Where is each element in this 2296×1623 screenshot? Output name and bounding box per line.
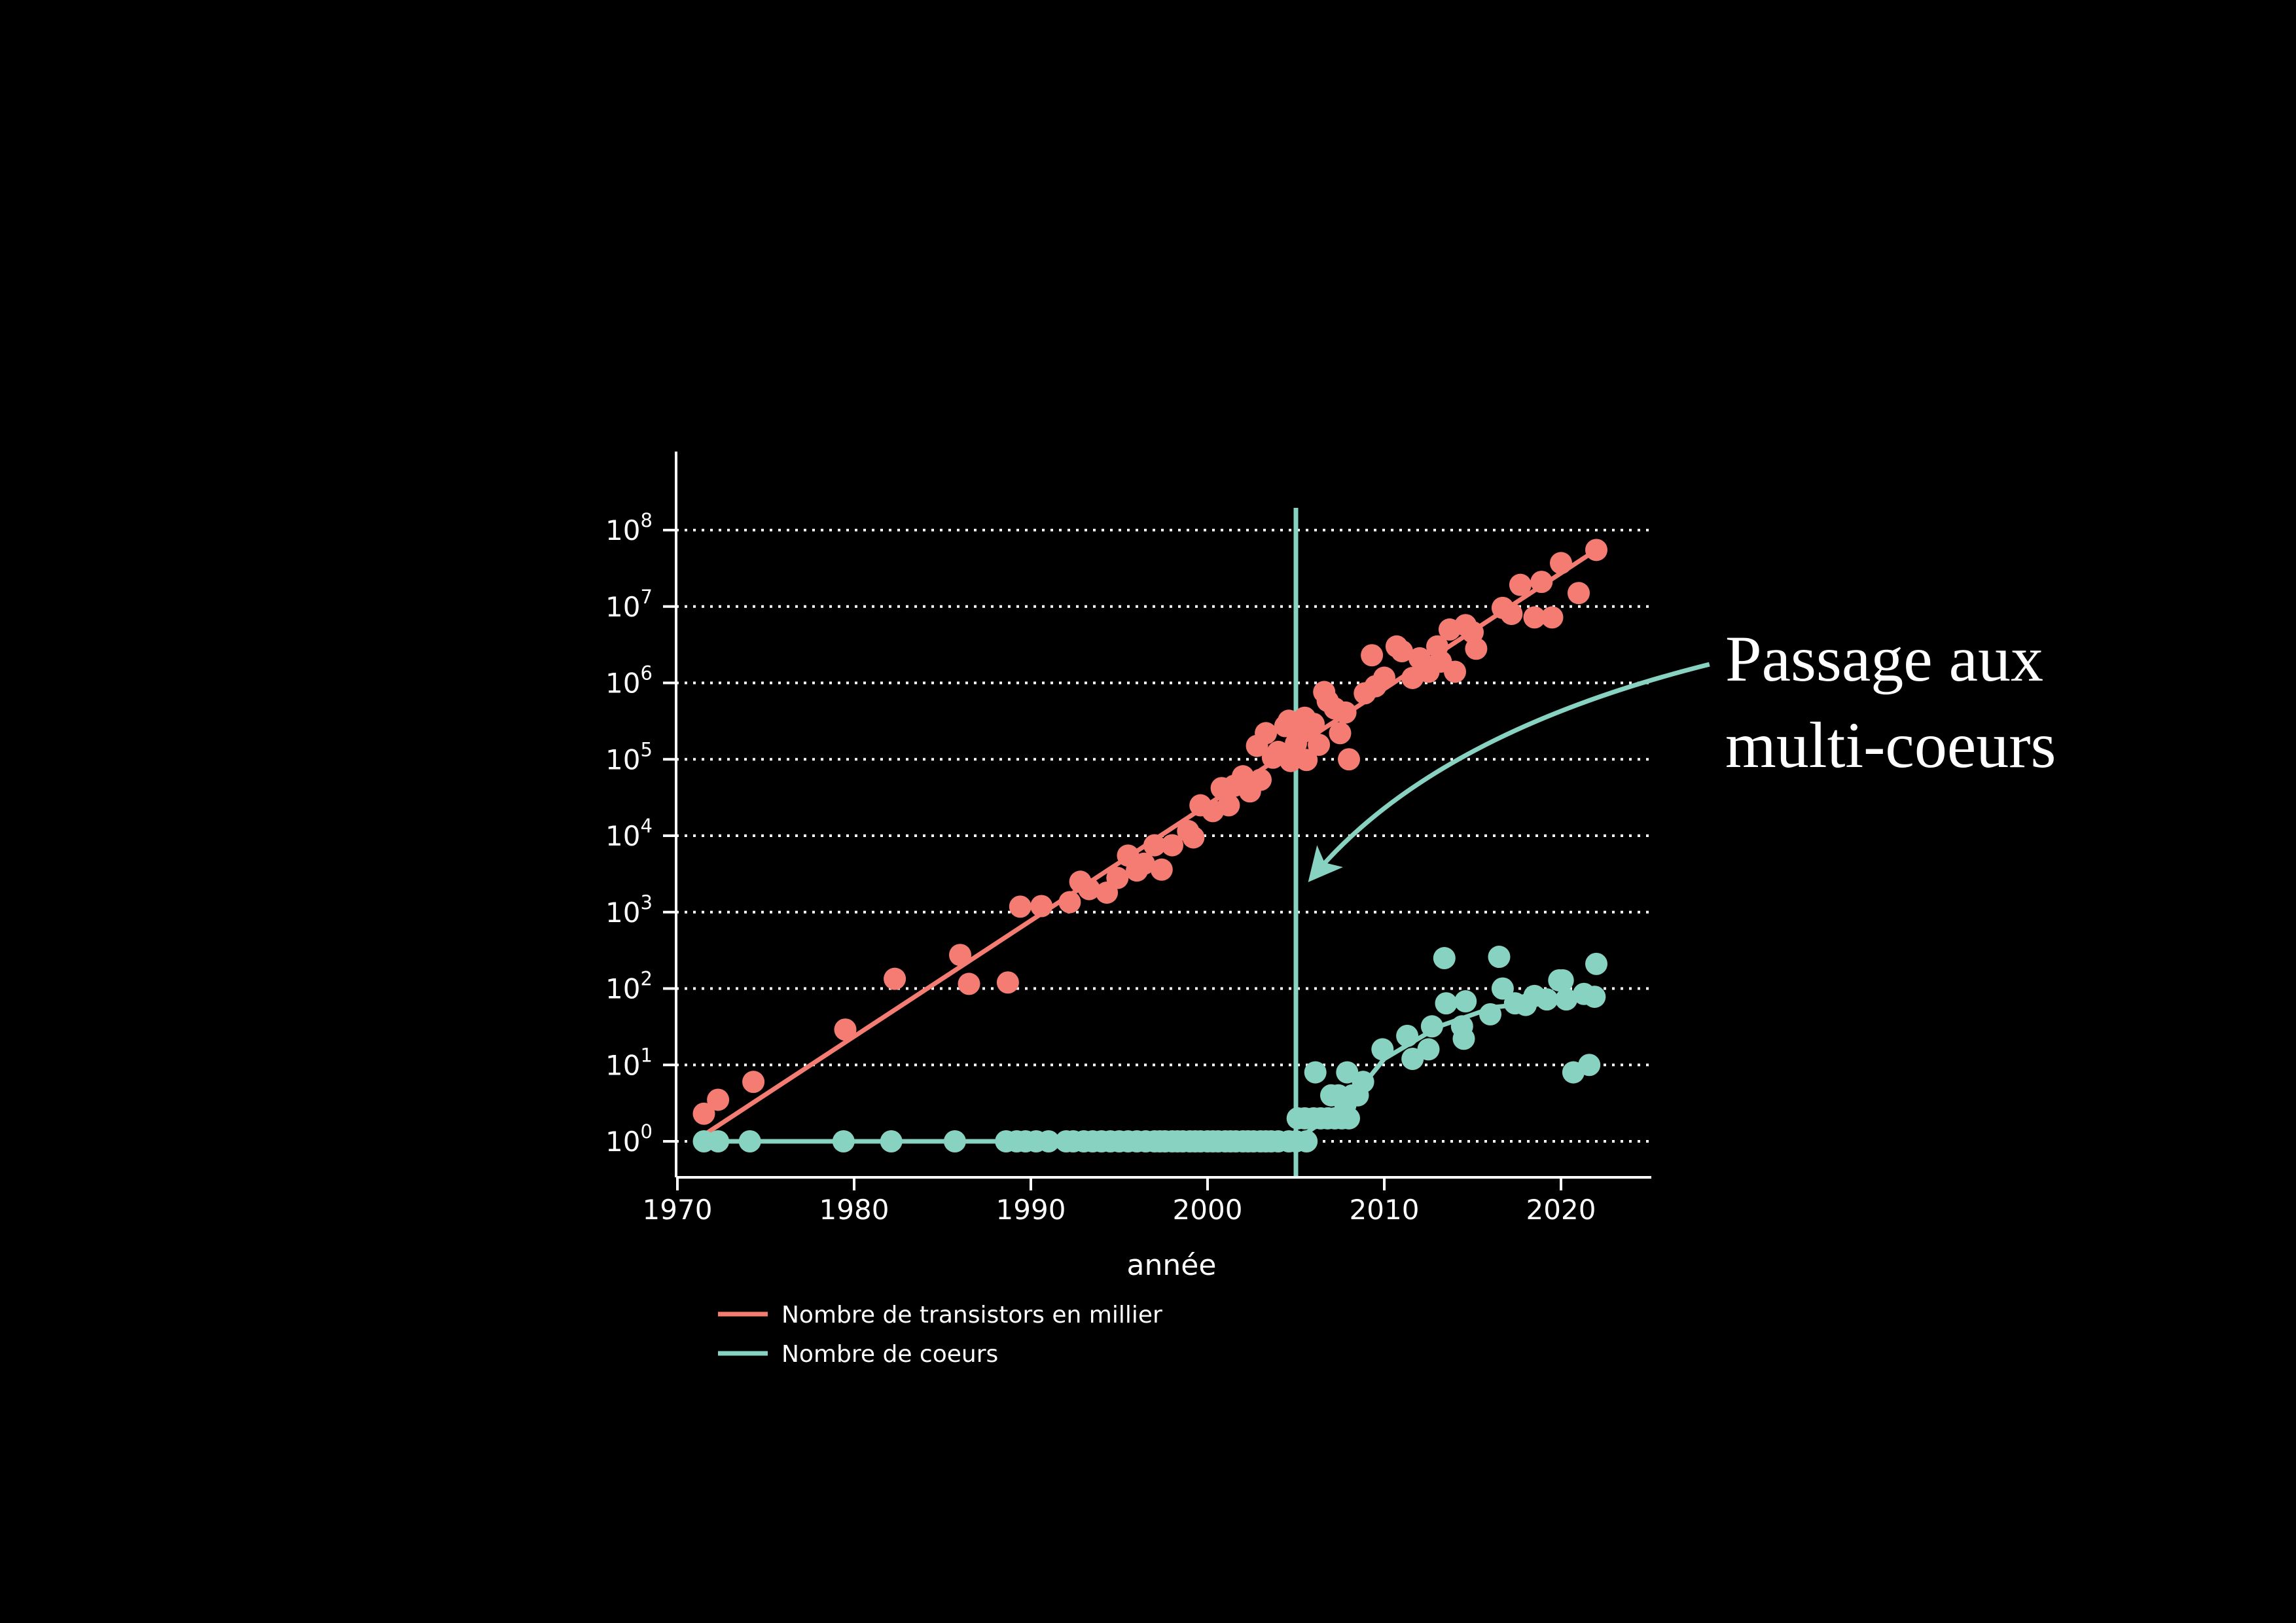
data-point-transistors [1249,768,1272,791]
data-point-transistors [707,1088,730,1111]
data-point-cores [1583,986,1606,1008]
data-point-transistors [1550,552,1572,575]
data-point-cores [880,1130,903,1152]
data-point-transistors [1500,603,1523,626]
data-point-transistors [1009,895,1031,918]
data-point-transistors [1132,852,1155,875]
data-point-cores [1535,988,1558,1011]
data-point-cores [707,1130,730,1152]
y-tick-label-10e0: 100 [605,1120,653,1158]
x-axis-label: année [1127,1249,1217,1282]
data-point-transistors [1444,660,1466,683]
data-point-transistors [1523,606,1546,629]
data-point-transistors [1150,858,1173,881]
data-point-cores [1578,1054,1601,1077]
y-tick-label-10e3: 103 [605,891,653,929]
data-point-transistors [996,971,1019,994]
data-point-cores [1479,1003,1501,1026]
data-point-transistors [1161,834,1183,857]
annotation-line-2: multi-coeurs [1725,709,2056,781]
y-tick-label-10e2: 102 [605,968,653,1005]
axes [663,452,1651,1190]
data-point-cores [832,1130,855,1152]
data-point-cores [1435,992,1458,1015]
data-point-cores [1295,1130,1318,1152]
data-point-transistors [1509,573,1532,596]
data-point-transistors [1308,734,1331,757]
data-point-cores [1452,1027,1475,1050]
data-point-cores [1433,947,1456,970]
data-point-cores [1417,1038,1440,1061]
y-tick-labels: 100 101 102 103 104 105 106 107 108 [605,509,653,1158]
x-tick-label-1990: 1990 [996,1194,1066,1226]
data-point-transistors [692,1102,715,1125]
data-point-transistors [1338,748,1360,771]
legend-label-cores: Nombre de coeurs [781,1341,998,1368]
y-tick-label-10e5: 105 [605,738,653,776]
data-point-transistors [1465,637,1488,660]
data-point-transistors [1106,866,1129,889]
data-point-cores [1371,1038,1394,1061]
data-point-transistors [1255,722,1278,745]
data-point-transistors [1217,794,1240,817]
data-point-transistors [1334,701,1357,724]
data-point-transistors [1530,571,1553,594]
data-point-cores [1352,1071,1374,1094]
data-point-cores [1491,977,1514,1000]
data-point-transistors [1373,666,1395,689]
data-point-transistors [1568,582,1590,605]
legend: Nombre de transistors en millier Nombre … [718,1302,1162,1368]
data-point-transistors [1058,891,1081,914]
data-point-transistors [1585,539,1607,562]
data-point-transistors [1391,640,1413,663]
annotation-arrow-path [1308,662,1710,882]
data-point-transistors [1295,749,1318,772]
data-point-cores [1585,952,1607,975]
data-point-cores [1555,988,1578,1011]
data-point-cores [1551,969,1574,991]
data-point-transistors [1078,878,1101,901]
data-point-transistors [742,1071,765,1094]
data-point-cores [1396,1024,1419,1047]
annotation-arrow [1308,662,1710,882]
data-point-transistors [949,944,971,967]
x-tick-label-1970: 1970 [643,1194,713,1226]
data-point-transistors [1541,606,1564,629]
x-tick-labels: 1970 1980 1990 2000 2010 2020 [643,1194,1596,1226]
x-tick-label-2000: 2000 [1173,1194,1243,1226]
data-point-transistors [958,972,980,995]
data-point-transistors [1143,834,1166,857]
y-tick-label-10e6: 106 [605,662,653,700]
data-points [692,539,1607,1152]
data-point-transistors [1361,644,1384,667]
y-tick-label-10e7: 107 [605,586,653,623]
data-point-transistors [1279,749,1302,772]
data-point-transistors [1329,722,1352,745]
data-point-cores [943,1130,966,1152]
data-point-transistors [1182,826,1205,849]
x-tick-label-2020: 2020 [1526,1194,1596,1226]
y-tick-label-10e1: 101 [605,1044,653,1081]
annotation-line-1: Passage aux [1725,622,2043,695]
data-point-cores [1420,1015,1443,1038]
legend-label-transistors: Nombre de transistors en millier [781,1302,1162,1329]
data-point-transistors [884,967,906,990]
data-point-cores [1454,990,1477,1013]
y-tick-label-10e4: 104 [605,815,653,852]
x-tick-label-2010: 2010 [1350,1194,1420,1226]
y-tick-label-10e8: 108 [605,509,653,546]
x-tick-label-1980: 1980 [819,1194,889,1226]
data-point-transistors [1030,895,1053,918]
data-point-cores [1304,1061,1327,1084]
data-point-cores [738,1130,761,1152]
data-point-cores [1037,1130,1060,1152]
annotation-text: Passage aux multi-coeurs [1725,622,2056,781]
data-point-cores [1488,946,1511,969]
data-point-transistors [1302,713,1325,736]
data-point-transistors [834,1018,857,1041]
